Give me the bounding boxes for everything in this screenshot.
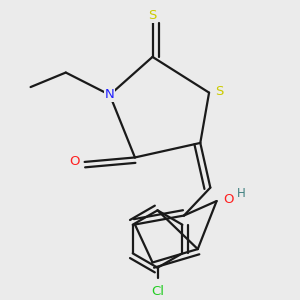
Text: S: S (148, 9, 157, 22)
Text: H: H (237, 187, 246, 200)
Text: O: O (69, 155, 79, 168)
Text: O: O (223, 193, 233, 206)
Text: N: N (105, 88, 115, 101)
Text: Cl: Cl (151, 285, 164, 298)
Text: S: S (215, 85, 224, 98)
